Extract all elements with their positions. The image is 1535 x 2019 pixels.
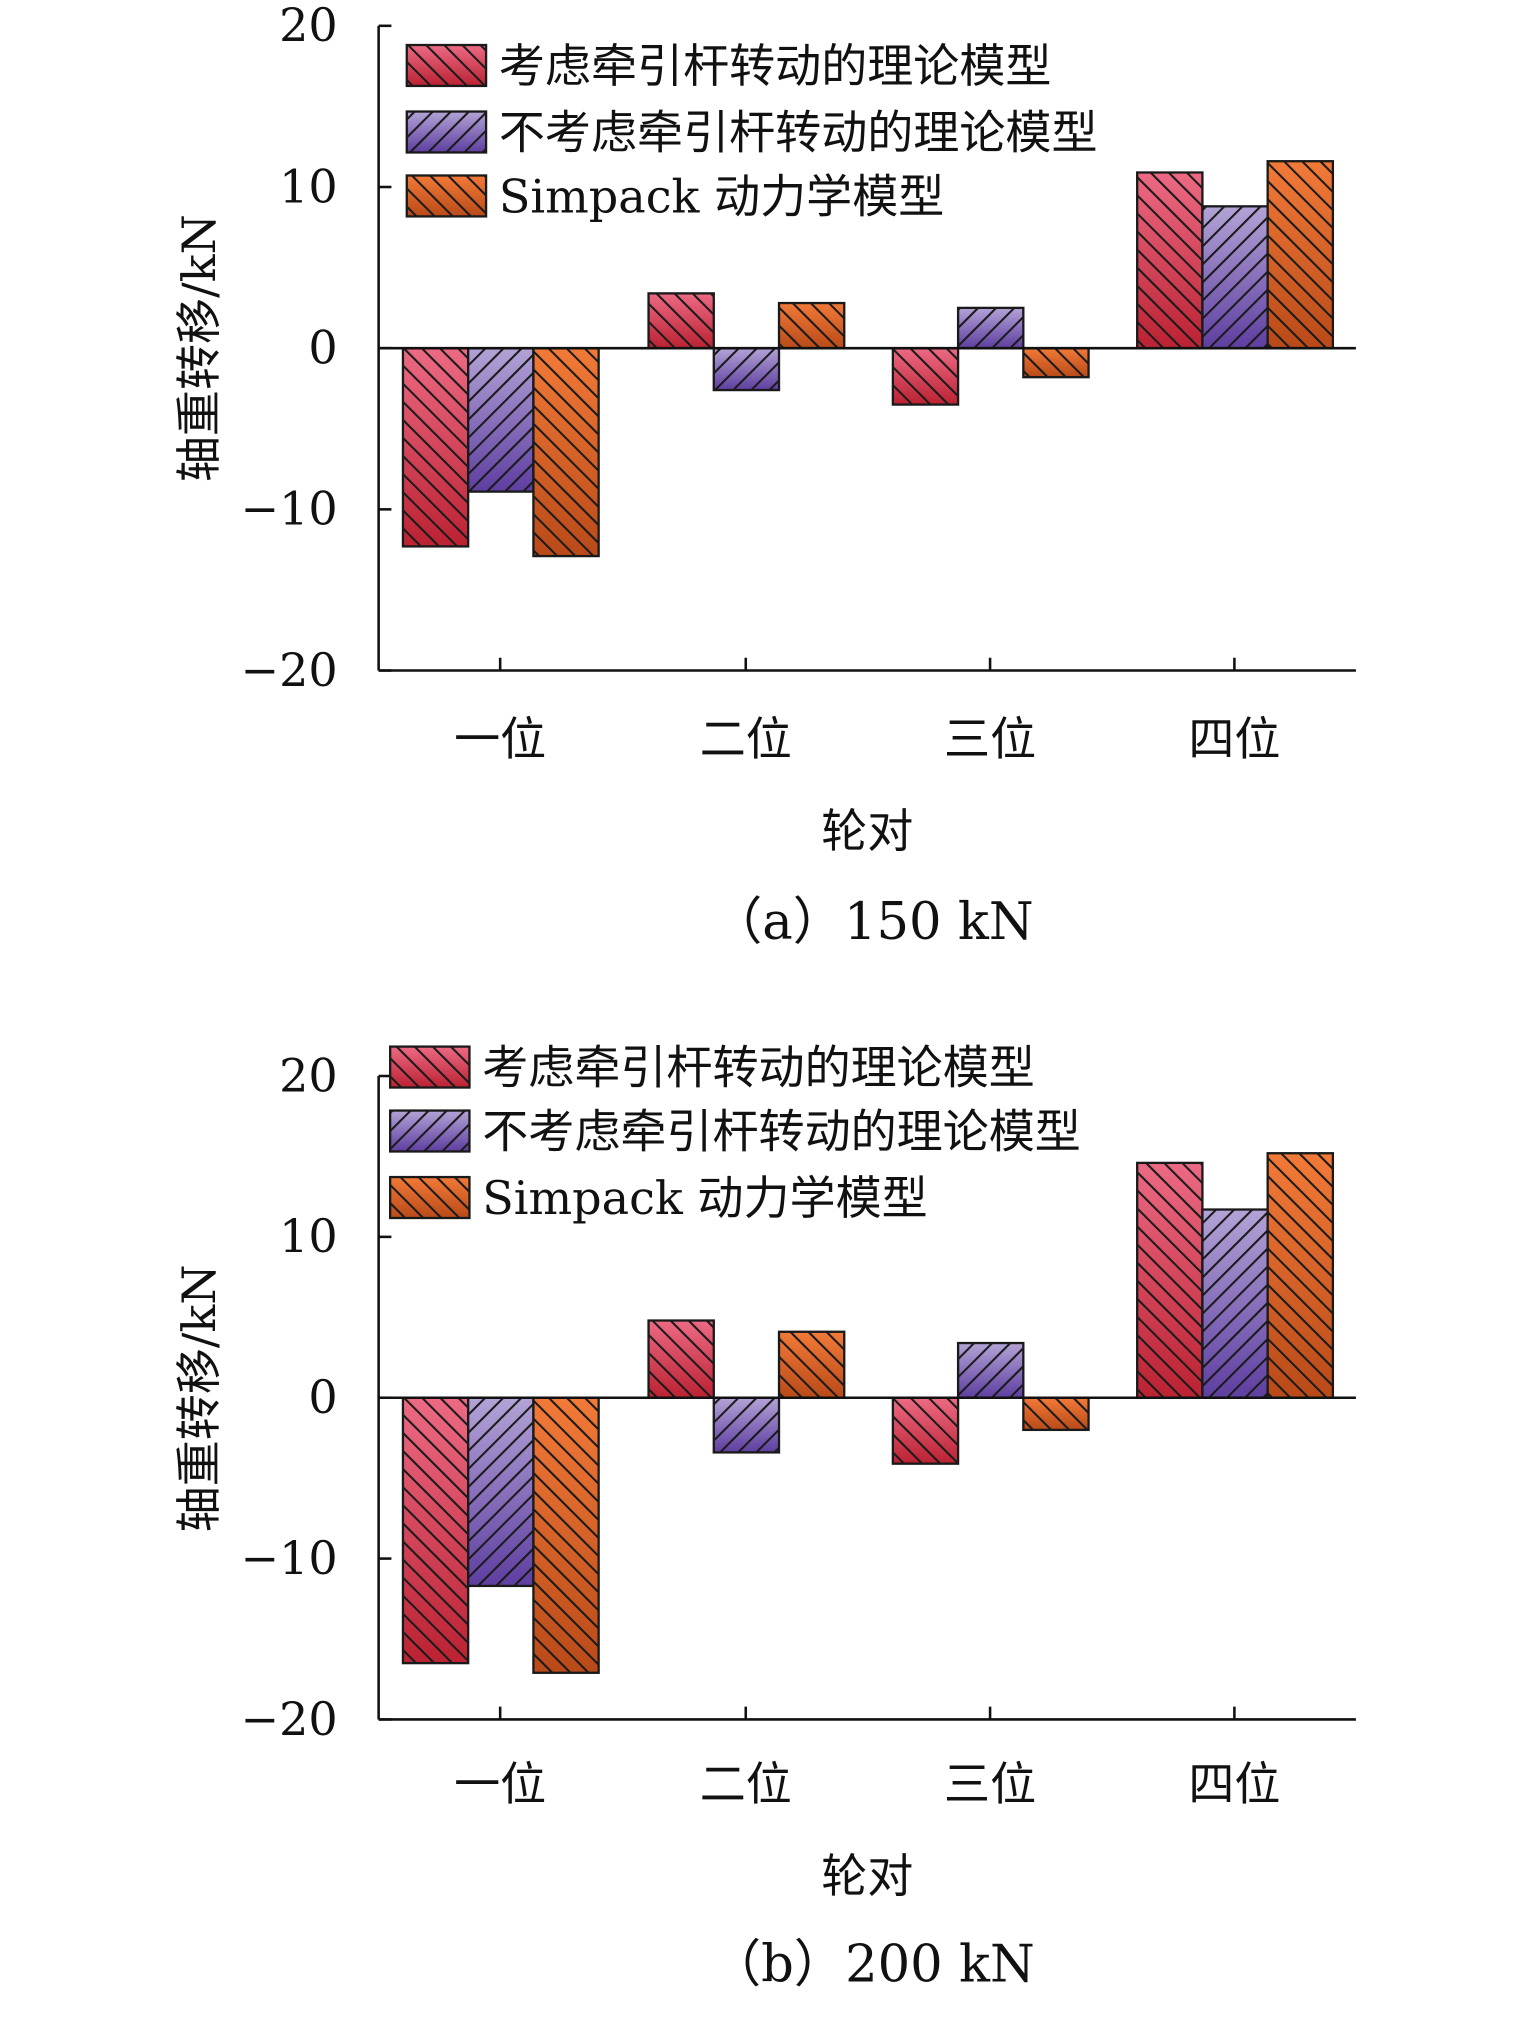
- legend-label: 不考虑牵引杆转动的理论模型: [499, 106, 1098, 160]
- bar: [647, 292, 715, 350]
- bar: [1201, 205, 1269, 350]
- bar-outline: [1022, 347, 1090, 379]
- bar: [1136, 1161, 1204, 1399]
- bar: [467, 347, 535, 493]
- bar: [777, 301, 846, 350]
- bar: [712, 347, 781, 392]
- chart-caption: （a）150 kN: [711, 893, 1033, 952]
- legend-swatch: [388, 1109, 471, 1153]
- legend-label: Simpack 动力学模型: [499, 170, 944, 224]
- legend-label: 不考虑牵引杆转动的理论模型: [482, 1105, 1081, 1159]
- bar: [532, 347, 600, 558]
- bar-outline: [777, 301, 846, 350]
- bar-outline: [467, 1396, 535, 1588]
- legend-swatch: [388, 1045, 471, 1089]
- bar-outline: [647, 292, 715, 350]
- bar-outline: [532, 347, 600, 558]
- bar-outline: [1266, 160, 1335, 350]
- bar: [401, 347, 470, 548]
- bar-outline: [1201, 205, 1269, 350]
- bar-outline: [401, 1396, 470, 1665]
- x-tick-label: 四位: [1188, 1757, 1280, 1811]
- bar-outline: [891, 1396, 960, 1465]
- bar-outline: [647, 1319, 715, 1399]
- x-axis-label: 轮对: [821, 804, 913, 858]
- bar: [777, 1330, 846, 1399]
- bar-outline: [777, 1330, 846, 1399]
- legend-label: 考虑牵引杆转动的理论模型: [499, 39, 1052, 93]
- bar-outline: [1022, 1396, 1090, 1432]
- x-tick-label: 一位: [454, 712, 546, 766]
- bar: [1022, 1396, 1090, 1432]
- bar: [532, 1396, 600, 1674]
- x-axis-label: 轮对: [821, 1849, 913, 1903]
- bar: [956, 1341, 1025, 1399]
- legend-swatch: [405, 43, 488, 88]
- bar-outline: [891, 347, 960, 406]
- bar-outline: [1201, 1208, 1269, 1399]
- y-tick-label: −10: [241, 1531, 338, 1585]
- legend-swatch: [388, 1175, 471, 1220]
- legend-swatch: [405, 174, 488, 218]
- legend-swatch: [405, 110, 488, 154]
- bar-outline: [956, 1341, 1025, 1399]
- bar: [467, 1396, 535, 1588]
- bar: [1136, 171, 1204, 350]
- y-tick-label: −10: [241, 482, 338, 536]
- y-tick-label: 0: [308, 321, 337, 375]
- bar: [956, 306, 1025, 350]
- y-tick-label: 20: [279, 1048, 338, 1102]
- bar: [1201, 1208, 1269, 1399]
- bar: [891, 1396, 960, 1465]
- bar-outline: [1136, 171, 1204, 350]
- bar-outline: [712, 1396, 781, 1454]
- bar: [647, 1319, 715, 1399]
- bar-outline: [532, 1396, 600, 1674]
- y-tick-label: 10: [279, 159, 338, 213]
- y-tick-label: 10: [279, 1209, 338, 1263]
- bar: [891, 347, 960, 406]
- x-tick-label: 三位: [944, 712, 1036, 766]
- bar: [401, 1396, 470, 1665]
- bar-outline: [467, 347, 535, 493]
- x-tick-label: 二位: [700, 1757, 792, 1811]
- x-tick-label: 四位: [1188, 712, 1280, 766]
- bar: [712, 1396, 781, 1454]
- x-tick-label: 二位: [700, 712, 792, 766]
- bar: [1022, 347, 1090, 379]
- y-tick-label: 20: [279, 0, 338, 52]
- bar: [1266, 1152, 1335, 1399]
- chart-caption: （b）200 kN: [710, 1936, 1035, 1995]
- x-tick-label: 一位: [454, 1757, 546, 1811]
- x-tick-label: 三位: [944, 1757, 1036, 1811]
- bar-outline: [1266, 1152, 1335, 1399]
- legend-label: Simpack 动力学模型: [482, 1171, 927, 1225]
- bar-outline: [401, 347, 470, 548]
- y-axis-label: 轴重转移/kN: [172, 1264, 226, 1532]
- y-tick-label: 0: [308, 1370, 337, 1424]
- bar-outline: [712, 347, 781, 392]
- y-tick-label: −20: [241, 1692, 338, 1746]
- bar: [1266, 160, 1335, 350]
- bar-outline: [956, 306, 1025, 350]
- y-axis-label: 轴重转移/kN: [172, 214, 226, 482]
- y-tick-label: −20: [241, 643, 338, 697]
- bar-outline: [1136, 1161, 1204, 1399]
- legend-label: 考虑牵引杆转动的理论模型: [482, 1041, 1035, 1095]
